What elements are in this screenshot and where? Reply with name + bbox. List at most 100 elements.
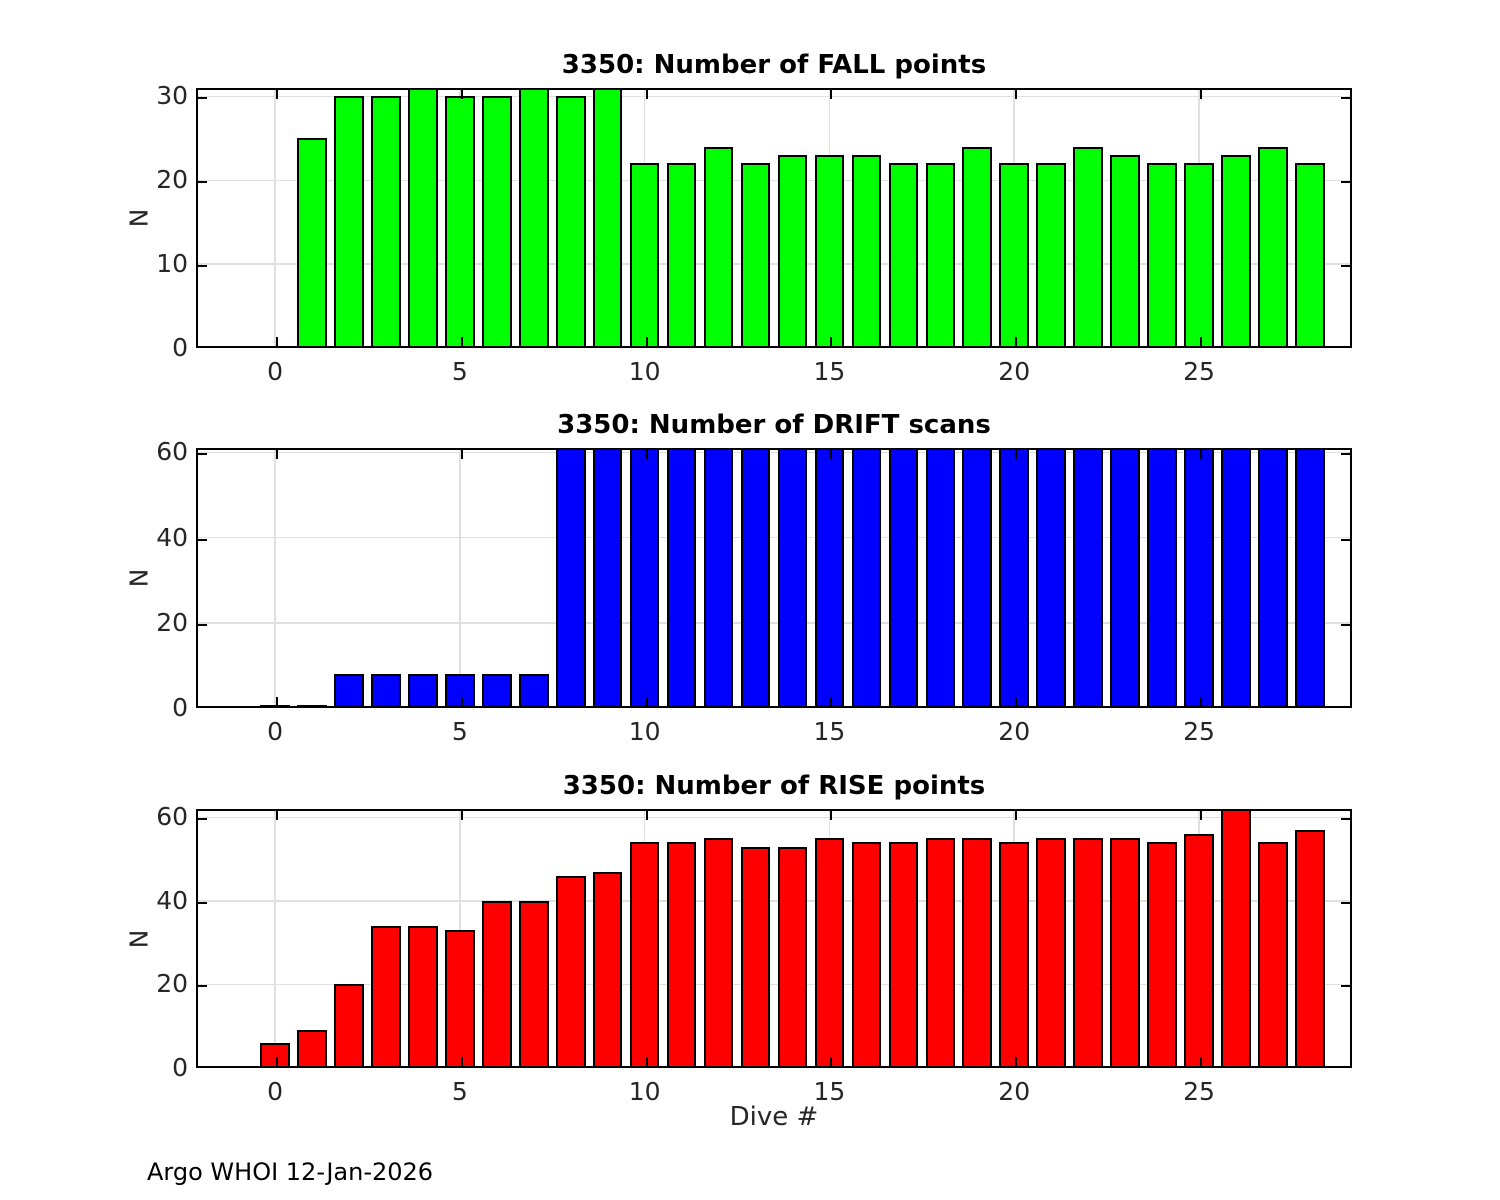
y-tick-label: 30 xyxy=(156,81,188,111)
bar xyxy=(814,155,845,348)
subplot-drift: 3350: Number of DRIFT scans N 0 5 10 15 20 25… xyxy=(125,410,1352,746)
x-tick-label: 15 xyxy=(813,1077,846,1106)
bar xyxy=(925,448,956,708)
bar xyxy=(851,448,882,708)
y-tick-mark xyxy=(1341,181,1350,184)
bar xyxy=(482,673,512,708)
gridline-vertical xyxy=(274,448,276,708)
bar xyxy=(260,1042,290,1068)
bar xyxy=(1295,829,1325,1068)
bar xyxy=(629,163,660,348)
y-tick-label: 0 xyxy=(172,333,188,362)
chart-title-fall: 3350: Number of FALL points xyxy=(561,50,987,80)
axes-box xyxy=(196,88,1352,348)
bar xyxy=(1184,834,1214,1068)
bar xyxy=(592,88,623,348)
y-tick-label: 10 xyxy=(156,249,188,279)
bar xyxy=(1147,163,1177,348)
bar xyxy=(334,984,364,1068)
y-tick-label: 20 xyxy=(156,165,188,195)
bar xyxy=(297,1030,327,1068)
bar xyxy=(260,705,290,708)
y-tick-mark xyxy=(1341,97,1350,100)
y-tick-mark xyxy=(198,901,207,904)
bar xyxy=(1221,809,1251,1068)
x-tick-mark xyxy=(1200,811,1202,820)
y-tick-mark xyxy=(198,818,207,821)
bar xyxy=(1258,842,1288,1068)
x-tick-label: 20 xyxy=(998,717,1031,746)
bar xyxy=(445,96,475,348)
bar xyxy=(519,900,549,1068)
bar xyxy=(1036,448,1066,708)
bar xyxy=(1221,155,1251,348)
y-axis-label-fall: N xyxy=(124,208,154,228)
bar xyxy=(999,842,1029,1068)
x-tick-mark xyxy=(276,811,279,820)
x-tick-label: 0 xyxy=(267,717,284,746)
bar xyxy=(555,96,586,348)
bar xyxy=(814,448,845,708)
x-tick-mark xyxy=(460,811,463,820)
bar xyxy=(482,96,512,348)
bar xyxy=(1036,163,1066,348)
gridline-vertical xyxy=(459,448,461,708)
y-tick-label: 20 xyxy=(156,969,188,999)
x-tick-label: 10 xyxy=(628,357,661,386)
x-tick-mark xyxy=(276,90,279,99)
x-tick-label: 5 xyxy=(451,717,468,746)
x-tick-label: 25 xyxy=(1183,1077,1215,1106)
y-tick-mark xyxy=(198,623,207,626)
x-tick-mark xyxy=(1015,811,1018,820)
bar xyxy=(1184,448,1214,708)
bar xyxy=(740,846,771,1068)
bar xyxy=(445,673,475,708)
bar xyxy=(408,925,438,1068)
bar xyxy=(740,163,771,348)
y-tick-mark xyxy=(1341,818,1350,821)
x-tick-mark xyxy=(645,811,648,820)
bar xyxy=(962,448,993,708)
x-tick-label: 5 xyxy=(451,1077,468,1106)
y-tick-mark xyxy=(198,538,207,541)
x-tick-label: 15 xyxy=(813,717,846,746)
x-tick-label: 15 xyxy=(813,357,846,386)
bar xyxy=(703,146,734,348)
bar xyxy=(999,163,1029,348)
x-tick-mark xyxy=(276,337,279,346)
bar xyxy=(519,673,549,708)
bar xyxy=(777,448,808,708)
bar xyxy=(666,163,697,348)
x-tick-label: 0 xyxy=(267,1077,284,1106)
x-tick-label: 10 xyxy=(628,1077,661,1106)
x-tick-mark xyxy=(830,811,833,820)
bar xyxy=(629,842,660,1068)
bar xyxy=(555,875,586,1068)
y-tick-label: 40 xyxy=(156,885,188,915)
y-tick-mark xyxy=(198,985,207,988)
y-tick-mark xyxy=(1341,453,1350,456)
bar xyxy=(1147,448,1177,708)
gridline-vertical xyxy=(274,809,276,1068)
bar xyxy=(962,838,993,1068)
bar xyxy=(482,900,512,1068)
bar xyxy=(592,448,623,708)
bar xyxy=(371,925,401,1068)
gridline-vertical xyxy=(274,88,276,348)
bar xyxy=(371,673,401,708)
bar xyxy=(925,163,956,348)
x-tick-label: 25 xyxy=(1183,717,1215,746)
y-tick-mark xyxy=(198,265,207,268)
bar xyxy=(888,163,919,348)
y-tick-label: 0 xyxy=(172,1053,188,1082)
x-tick-mark xyxy=(645,90,648,99)
y-tick-mark xyxy=(1341,538,1350,541)
bar xyxy=(519,88,549,348)
bar xyxy=(703,448,734,708)
bar xyxy=(371,96,401,348)
bar xyxy=(962,146,993,348)
x-tick-label: 10 xyxy=(628,717,661,746)
x-tick-label: 20 xyxy=(998,1077,1031,1106)
y-tick-mark xyxy=(1341,901,1350,904)
bar xyxy=(888,842,919,1068)
